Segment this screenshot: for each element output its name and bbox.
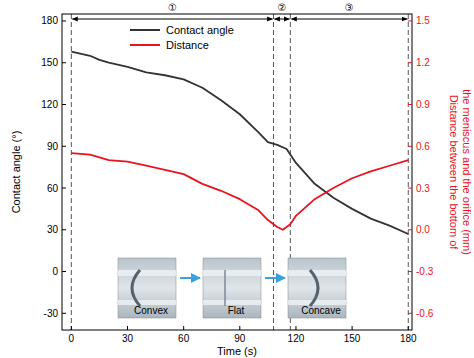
x-tick-label: 30: [122, 333, 134, 344]
legend-label: Distance: [166, 39, 209, 51]
y-tick-label: 90: [47, 141, 59, 152]
y2-tick: [408, 188, 412, 189]
x-tick-label: 60: [178, 333, 190, 344]
x-tick: [295, 326, 296, 330]
y-tick: [62, 146, 66, 147]
phase-label: ①: [168, 2, 177, 13]
phase-label: ③: [345, 2, 354, 13]
inset-photo: [118, 258, 176, 318]
y2-tick: [408, 271, 412, 272]
y2-tick: [408, 229, 412, 230]
y-axis-label: Contact angle (°): [10, 131, 22, 214]
x-tick-label: 120: [288, 333, 305, 344]
x-tick-label: 90: [234, 333, 246, 344]
inset-label: Concave: [301, 305, 341, 316]
x-tick: [239, 326, 240, 330]
y-tick: [62, 313, 66, 314]
y-tick: [62, 271, 66, 272]
legend-swatch: [130, 29, 160, 31]
y-tick-label: 60: [47, 183, 59, 194]
x-tick: [408, 326, 409, 330]
y2-tick-label: 1.2: [416, 57, 430, 68]
x-tick: [71, 326, 72, 330]
inset-photo: [203, 258, 261, 318]
y-tick: [62, 104, 66, 105]
y2-tick: [408, 104, 412, 105]
phase-divider: [273, 14, 274, 330]
phase-arrow: [291, 19, 407, 20]
series-line: [71, 52, 408, 234]
inset-arrow: [265, 277, 285, 279]
y2-tick-label: 0.0: [416, 224, 430, 235]
y2-axis-label: Distance between the bottom of: [448, 95, 460, 251]
phase-arrow: [274, 19, 289, 20]
series-group: [71, 52, 408, 234]
chart: ① ② ③ 0 30 60 90 120 150 180 Time (s) -30 0 30 60 90 120…: [0, 0, 474, 358]
y-tick: [62, 188, 66, 189]
phase-divider: [408, 14, 409, 330]
x-tick: [352, 326, 353, 330]
legend-label: Contact angle: [166, 24, 234, 36]
y2-tick: [408, 62, 412, 63]
y2-tick-label: 0.6: [416, 141, 430, 152]
y2-tick: [408, 146, 412, 147]
x-tick: [127, 326, 128, 330]
y-tick-label: 150: [41, 57, 58, 68]
phase-label: ②: [277, 2, 286, 13]
x-tick-label: 0: [69, 333, 75, 344]
inset-label: Flat: [228, 305, 245, 316]
y2-tick: [408, 313, 412, 314]
x-tick-label: 150: [344, 333, 361, 344]
y-tick-label: 120: [41, 99, 58, 110]
y-tick: [62, 62, 66, 63]
x-axis-label: Time (s): [217, 345, 257, 357]
y-tick: [62, 20, 66, 21]
inset-arrow: [180, 277, 200, 279]
y-tick-label: 0: [52, 266, 58, 277]
y2-tick-label: 0.3: [416, 183, 430, 194]
y-tick-label: 180: [41, 15, 58, 26]
inset-photo: [288, 258, 346, 318]
y-tick-label: 30: [47, 224, 59, 235]
legend-swatch: [130, 44, 160, 46]
x-tick-label: 180: [400, 333, 417, 344]
series-line: [71, 153, 408, 230]
y-tick: [62, 229, 66, 230]
y2-tick-label: -0.3: [416, 266, 434, 277]
y2-tick-label: 1.5: [416, 15, 430, 26]
y2-tick: [408, 20, 412, 21]
phase-arrow: [72, 19, 272, 20]
y2-tick-label: 0.9: [416, 99, 430, 110]
y2-axis-label: the meniscus and the orifice (mm): [461, 89, 473, 255]
y2-tick-label: -0.6: [416, 308, 434, 319]
inset-label: Convex: [134, 305, 168, 316]
x-tick: [183, 326, 184, 330]
plot-frame: [62, 14, 412, 330]
phase-divider: [71, 14, 72, 330]
y-tick-label: -30: [44, 308, 59, 319]
